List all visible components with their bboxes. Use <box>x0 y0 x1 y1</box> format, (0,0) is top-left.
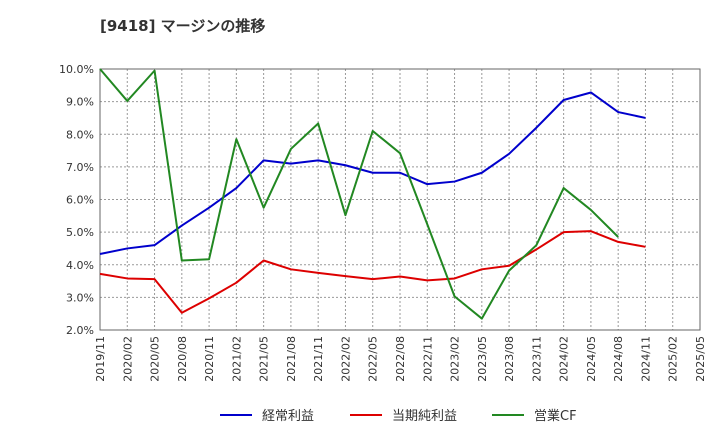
chart-title: [9418] マージンの推移 <box>100 17 265 35</box>
x-tick-label: 2025/05 <box>694 336 707 382</box>
y-tick-label: 9.0% <box>66 96 94 109</box>
legend-label: 営業CF <box>534 408 577 424</box>
x-tick-label: 2023/02 <box>449 336 462 382</box>
x-tick-label: 2023/05 <box>476 336 489 382</box>
x-tick-label: 2025/02 <box>667 336 680 382</box>
x-tick-label: 2024/05 <box>585 336 598 382</box>
x-tick-label: 2020/05 <box>149 336 162 382</box>
series-line-経常利益 <box>99 91 646 255</box>
y-tick-label: 6.0% <box>66 194 94 207</box>
y-tick-label: 4.0% <box>66 259 94 272</box>
x-tick-label: 2021/02 <box>230 336 243 382</box>
series-layer <box>99 68 646 320</box>
plot-area-border <box>99 68 701 331</box>
series-line-当期純利益 <box>99 230 646 314</box>
y-tick-label: 3.0% <box>66 291 94 304</box>
x-tick-label: 2021/08 <box>285 336 298 382</box>
legend-label: 当期純利益 <box>392 409 457 424</box>
x-tick-label: 2021/11 <box>312 336 325 382</box>
y-tick-label: 2.0% <box>66 324 94 337</box>
x-tick-label: 2022/02 <box>339 336 352 382</box>
x-tick-label: 2024/02 <box>558 336 571 382</box>
series-line-営業CF <box>99 68 619 320</box>
x-tick-label: 2022/08 <box>394 336 407 382</box>
axis-layer: 2.0% 3.0% 4.0% 5.0% 6.0% 7.0% 8.0% 9.0% 10.0% 201… <box>59 63 707 382</box>
x-tick-label: 2021/05 <box>258 336 271 382</box>
x-tick-label: 2020/08 <box>176 336 189 382</box>
y-tick-label: 7.0% <box>66 161 94 174</box>
y-tick-label: 8.0% <box>66 128 94 141</box>
legend: 経常利益 当期純利益 営業CF <box>220 408 577 424</box>
x-tick-label: 2020/02 <box>121 336 134 382</box>
legend-label: 経常利益 <box>262 409 314 424</box>
x-tick-label: 2019/11 <box>94 336 107 382</box>
y-tick-label: 5.0% <box>66 226 94 239</box>
x-tick-label: 2022/11 <box>421 336 434 382</box>
x-tick-label: 2024/08 <box>612 336 625 382</box>
x-tick-label: 2022/05 <box>367 336 380 382</box>
x-tick-label: 2023/11 <box>530 336 543 382</box>
x-tick-label: 2023/08 <box>503 336 516 382</box>
x-tick-label: 2020/11 <box>203 336 216 382</box>
y-tick-label: 10.0% <box>59 63 94 76</box>
grid-layer <box>100 68 700 330</box>
x-tick-label: 2024/11 <box>639 336 652 382</box>
